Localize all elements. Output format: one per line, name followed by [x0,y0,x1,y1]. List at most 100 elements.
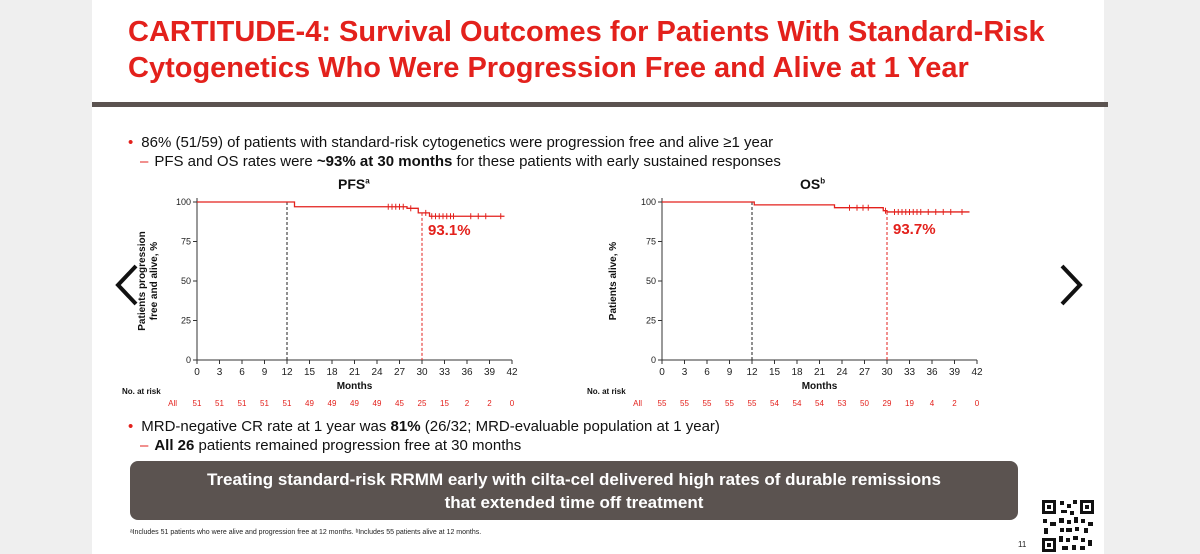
x-tick-label: 39 [484,367,496,378]
at-risk-value: 55 [748,399,757,408]
y-tick-label: 75 [181,237,191,247]
x-tick-label: 21 [814,367,826,378]
x-tick-label: 12 [746,367,758,378]
y-axis-label: Patients progressionfree and alive, % [137,231,160,330]
x-tick-label: 9 [727,367,733,378]
y-tick-label: 25 [646,316,656,326]
at-risk-value: 51 [283,399,292,408]
title-divider [92,102,1108,107]
x-tick-label: 24 [836,367,848,378]
y-tick-label: 100 [641,197,656,207]
at-risk-value: 51 [215,399,224,408]
at-risk-value: 51 [260,399,269,408]
x-tick-label: 24 [371,367,383,378]
x-tick-label: 42 [971,367,983,378]
title-line-1: CARTITUDE-4: Survival Outcomes for Patie… [128,16,1045,48]
rate-annotation: 93.1% [428,222,471,239]
bullet-2-prefix: MRD-negative CR rate at 1 year was [141,418,391,435]
x-tick-label: 30 [416,367,428,378]
x-tick-label: 9 [262,367,268,378]
pfs-title-text: PFS [338,176,366,192]
at-risk-value: 0 [510,399,515,408]
x-tick-label: 39 [949,367,961,378]
x-tick-label: 18 [326,367,338,378]
at-risk-group: All [168,399,177,408]
bullet-1-sub-suffix: for these patients with early sustained … [452,153,781,170]
x-tick-label: 6 [704,367,710,378]
at-risk-value: 0 [975,399,980,408]
survival-curve [662,201,970,213]
at-risk-value: 4 [930,399,935,408]
x-axis-label: Months [337,381,373,392]
at-risk-value: 25 [418,399,427,408]
bullet-1: • 86% (51/59) of patients with standard-r… [128,134,774,151]
pfs-panel-title: PFSa [338,176,370,192]
y-tick-label: 0 [651,355,656,365]
at-risk-value: 54 [793,399,802,408]
at-risk-value: 50 [860,399,869,408]
y-tick-label: 50 [646,276,656,286]
x-tick-label: 3 [682,367,688,378]
pfs-title-sup: a [365,176,370,186]
x-tick-label: 18 [791,367,803,378]
callout-text: Treating standard-risk RRMM early with c… [206,469,942,512]
at-risk-value: 54 [770,399,779,408]
os-panel-title: OSb [800,176,825,192]
at-risk-value: 51 [193,399,202,408]
x-tick-label: 33 [439,367,451,378]
at-risk-value: 49 [373,399,382,408]
bullet-2: • MRD-negative CR rate at 1 year was 81% … [128,418,720,435]
y-tick-label: 100 [176,197,191,207]
x-tick-label: 15 [769,367,781,378]
x-axis-label: Months [802,381,838,392]
at-risk-label: No. at risk [122,387,161,396]
at-risk-value: 54 [815,399,824,408]
right-margin [1104,0,1200,554]
at-risk-value: 55 [725,399,734,408]
page-title: CARTITUDE-4: Survival Outcomes for Patie… [128,14,1088,86]
bullet-2-bold: 81% [390,418,421,435]
x-tick-label: 36 [461,367,473,378]
at-risk-value: 15 [440,399,449,408]
x-tick-label: 12 [281,367,293,378]
x-tick-label: 0 [194,367,200,378]
y-tick-label: 0 [186,355,191,365]
x-tick-label: 36 [926,367,938,378]
chevron-left-icon[interactable] [106,262,146,308]
survival-curve [197,201,505,217]
at-risk-label: No. at risk [587,387,626,396]
y-tick-label: 25 [181,316,191,326]
at-risk-value: 49 [328,399,337,408]
x-tick-label: 15 [304,367,316,378]
at-risk-value: 51 [238,399,247,408]
chevron-right-icon[interactable] [1052,262,1092,308]
at-risk-value: 55 [680,399,689,408]
at-risk-value: 49 [350,399,359,408]
at-risk-value: 2 [952,399,957,408]
x-tick-label: 6 [239,367,245,378]
bullet-2-suffix: (26/32; MRD-evaluable population at 1 ye… [420,418,720,435]
x-tick-label: 0 [659,367,665,378]
x-tick-label: 3 [217,367,223,378]
bullet-1-sub: – PFS and OS rates were ~93% at 30 months… [140,153,781,170]
bullet-2-sub: – All 26 patients remained progression fr… [140,437,522,454]
left-margin [0,0,92,554]
y-tick-label: 50 [181,276,191,286]
at-risk-value: 49 [305,399,314,408]
bullet-1-sub-prefix: PFS and OS rates were [154,153,317,170]
at-risk-value: 19 [905,399,914,408]
at-risk-value: 55 [703,399,712,408]
page-number: 11 [1018,540,1027,549]
at-risk-value: 45 [395,399,404,408]
key-takeaway-callout: Treating standard-risk RRMM early with c… [130,461,1018,520]
bullet-2-sub-bold: All 26 [154,437,195,454]
os-title-text: OS [800,176,821,192]
y-tick-label: 75 [646,237,656,247]
x-tick-label: 27 [859,367,871,378]
at-risk-value: 2 [465,399,470,408]
x-tick-label: 21 [349,367,361,378]
os-title-sup: b [820,176,826,186]
bullet-1-sub-bold: ~93% at 30 months [316,153,453,170]
at-risk-value: 53 [838,399,847,408]
at-risk-value: 29 [883,399,892,408]
